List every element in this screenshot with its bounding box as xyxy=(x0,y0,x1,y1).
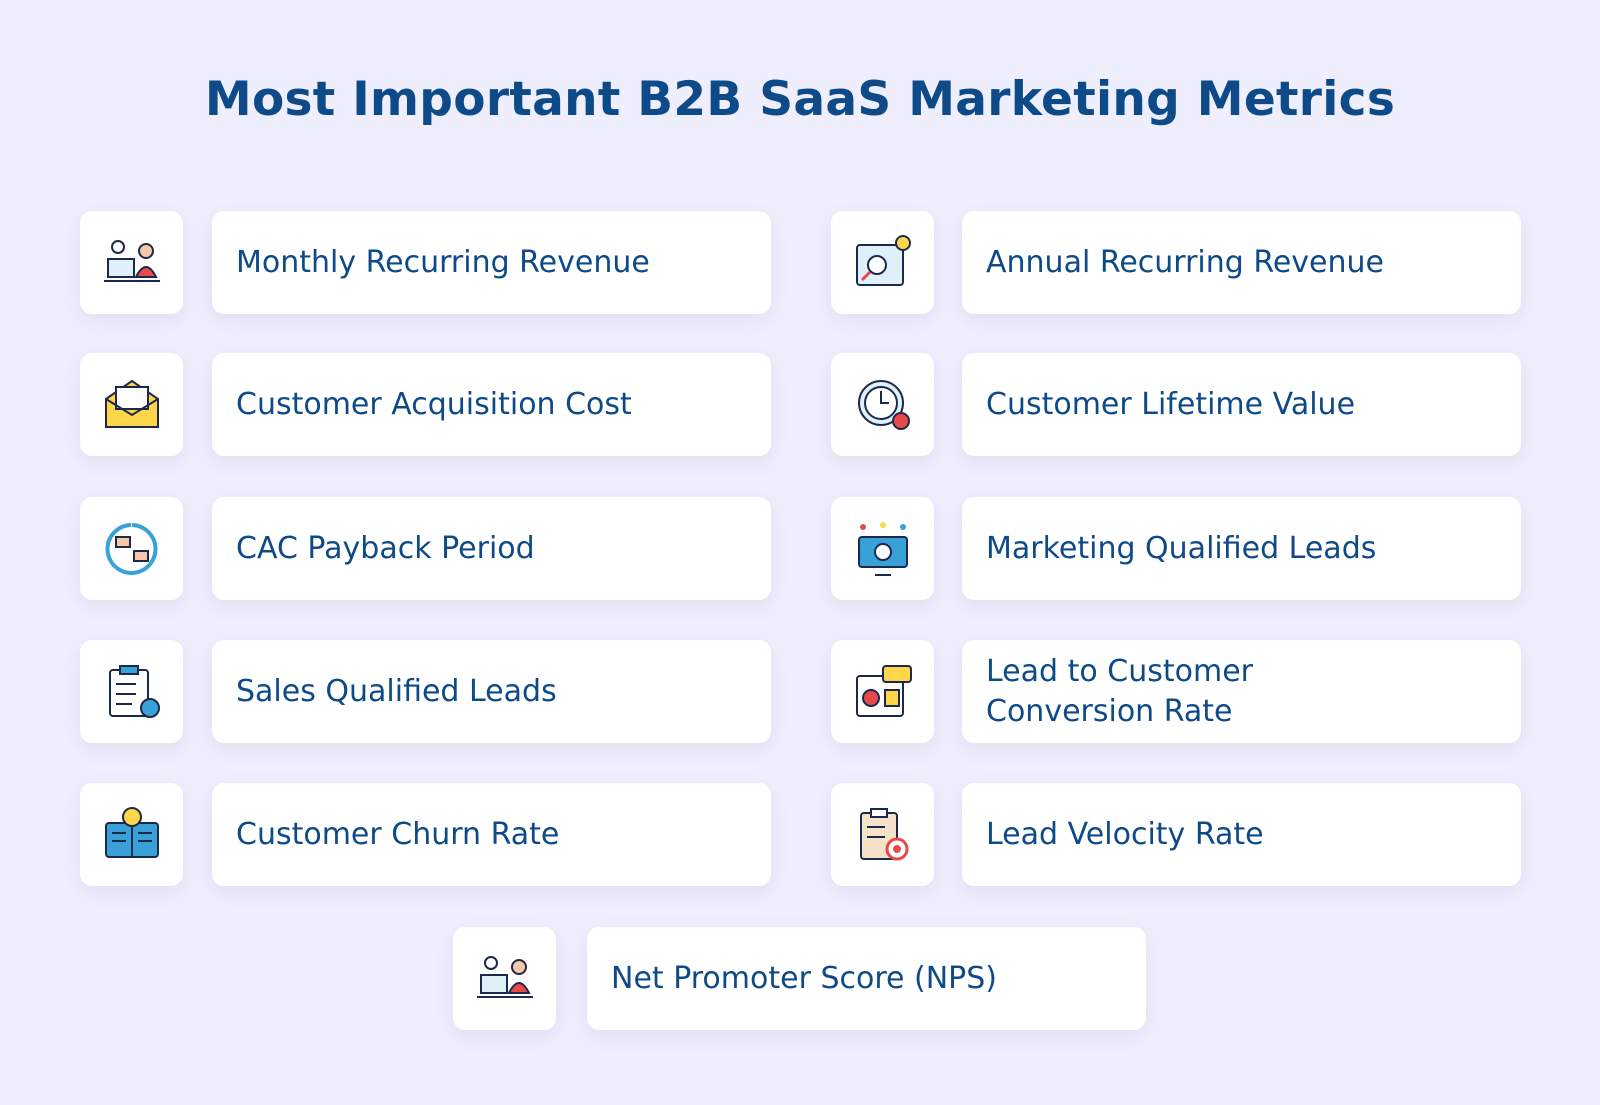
metric-icon xyxy=(831,497,934,600)
metric-label: Annual Recurring Revenue xyxy=(962,211,1521,314)
metric-icon xyxy=(831,783,934,886)
label-line: Lead to Customer xyxy=(986,653,1253,689)
metric-label: Customer Acquisition Cost xyxy=(212,353,771,456)
label-line: Customer Churn Rate xyxy=(236,816,560,852)
icon xyxy=(476,955,533,998)
metric-label: Net Promoter Score (NPS) xyxy=(587,927,1146,1030)
label-line: Monthly Recurring Revenue xyxy=(236,244,650,280)
metric-label: Customer Churn Rate xyxy=(212,783,771,886)
metric-icon xyxy=(80,497,183,600)
icon xyxy=(855,664,912,717)
metric-label: Customer Lifetime Value xyxy=(962,353,1521,456)
icon xyxy=(104,806,159,858)
metric-label: Sales Qualified Leads xyxy=(212,640,771,743)
icon xyxy=(105,522,157,575)
label-line: Sales Qualified Leads xyxy=(236,673,557,709)
title: Most Important B2B SaaS Marketing Metric… xyxy=(204,72,1396,127)
icon xyxy=(108,664,160,718)
metric-label: Lead Velocity Rate xyxy=(962,783,1521,886)
label-line: Net Promoter Score (NPS) xyxy=(611,960,998,996)
metric-icon xyxy=(831,353,934,456)
metric-icon xyxy=(80,353,183,456)
icon xyxy=(104,379,159,428)
metric-label: Monthly Recurring Revenue xyxy=(212,211,771,314)
label-line: Customer Acquisition Cost xyxy=(236,386,632,422)
metric-label: Marketing Qualified Leads xyxy=(962,497,1521,600)
label-line: Annual Recurring Revenue xyxy=(986,244,1384,280)
icon xyxy=(857,379,910,430)
metric-icon xyxy=(453,927,556,1030)
icon xyxy=(859,807,908,860)
label-line: Conversion Rate xyxy=(986,693,1233,729)
metric-icon xyxy=(831,211,934,314)
metric-label: CAC Payback Period xyxy=(212,497,771,600)
metric-icon xyxy=(831,640,934,743)
metric-icon xyxy=(80,783,183,886)
label-line: Marketing Qualified Leads xyxy=(986,530,1377,566)
metric-icon xyxy=(80,211,183,314)
icon xyxy=(103,239,160,282)
label-line: Customer Lifetime Value xyxy=(986,386,1356,422)
icon xyxy=(855,234,911,286)
label-line: CAC Payback Period xyxy=(236,530,535,566)
icon xyxy=(857,521,908,576)
label-line: Lead Velocity Rate xyxy=(986,816,1264,852)
metric-label: Lead to Customer Conversion Rate xyxy=(962,640,1521,743)
metric-icon xyxy=(80,640,183,743)
